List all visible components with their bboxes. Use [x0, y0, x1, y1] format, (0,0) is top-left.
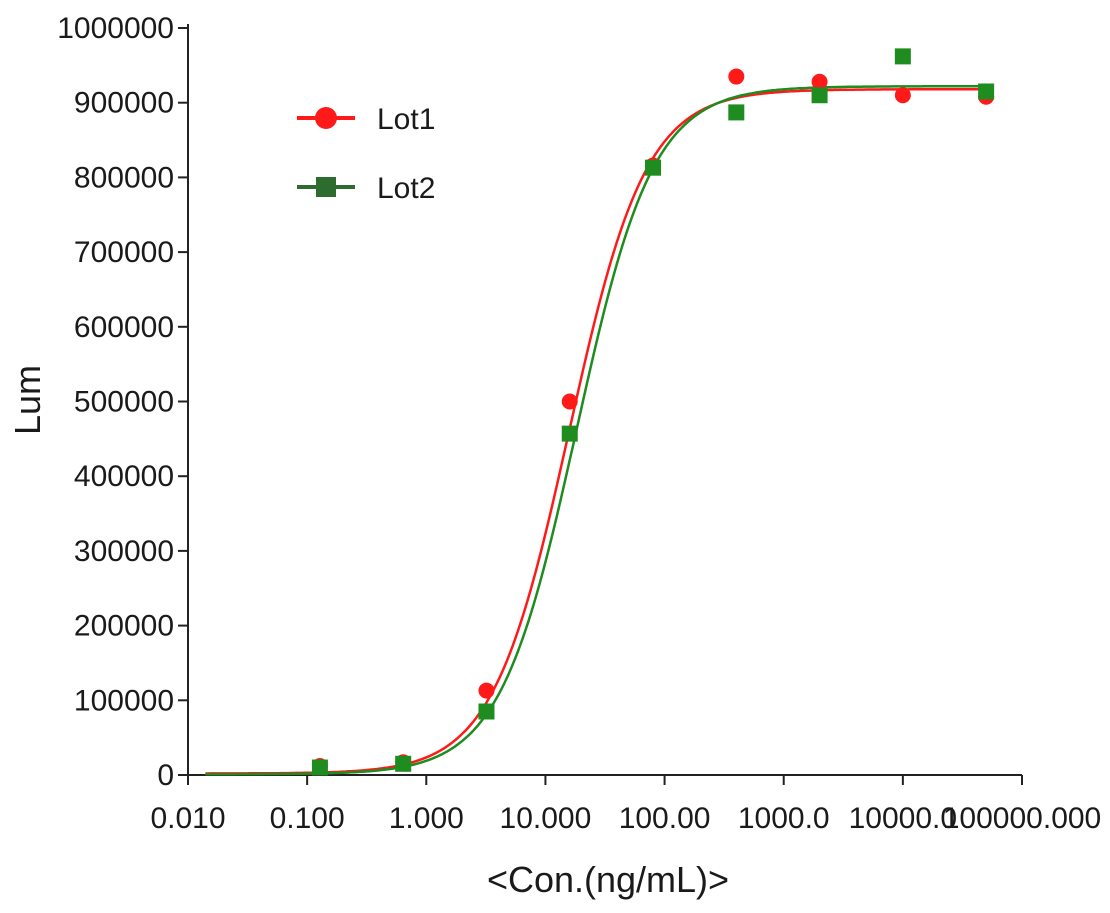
legend-marker-lot2	[316, 177, 336, 197]
point-lot2	[395, 755, 412, 772]
x-tick-label: 0.010	[150, 802, 225, 835]
y-tick-label: 1000000	[57, 12, 174, 45]
point-lot1	[894, 87, 911, 104]
fit-curve-lot2	[205, 85, 987, 776]
x-tick-label: 1.000	[389, 802, 464, 835]
y-tick-label: 800000	[74, 161, 174, 194]
point-lot2	[728, 104, 745, 121]
point-lot2	[561, 425, 578, 442]
y-tick-label: 100000	[74, 684, 174, 717]
x-tick-label: 100000.000	[943, 802, 1102, 835]
y-axis-title: Lum	[7, 365, 48, 435]
legend-label-lot2: Lot2	[377, 172, 435, 205]
point-lot2	[478, 703, 495, 720]
x-tick-label: 10.000	[500, 802, 592, 835]
point-lot2	[645, 159, 662, 176]
x-tick-label: 100.00	[619, 802, 711, 835]
data-points	[311, 48, 995, 776]
point-lot1	[811, 73, 828, 90]
point-lot2	[311, 759, 328, 776]
point-lot1	[561, 393, 578, 410]
y-tick-label: 400000	[74, 460, 174, 493]
y-tick-label: 900000	[74, 87, 174, 120]
legend-label-lot1: Lot1	[377, 103, 435, 136]
y-tick-label: 500000	[74, 386, 174, 419]
point-lot1	[478, 682, 495, 699]
x-tick-label: 1000.0	[738, 802, 830, 835]
legend: Lot1 Lot2	[297, 103, 435, 205]
y-tick-label: 600000	[74, 311, 174, 344]
x-axis-title: <Con.(ng/mL)>	[487, 859, 729, 900]
y-tick-label: 0	[157, 759, 174, 792]
point-lot2	[811, 87, 828, 104]
fit-curves	[205, 85, 987, 776]
point-lot1	[728, 68, 745, 85]
x-tick-label: 10000.0	[849, 802, 957, 835]
y-tick-label: 200000	[74, 610, 174, 643]
point-lot2	[978, 83, 995, 100]
y-tick-label: 300000	[74, 535, 174, 568]
point-lot2	[894, 48, 911, 65]
legend-marker-lot1	[315, 107, 337, 129]
y-tick-label: 700000	[74, 236, 174, 269]
x-tick-label: 0.100	[270, 802, 345, 835]
axes: 0 100000 200000 300000 400000 500000 600000 700…	[57, 12, 1101, 835]
